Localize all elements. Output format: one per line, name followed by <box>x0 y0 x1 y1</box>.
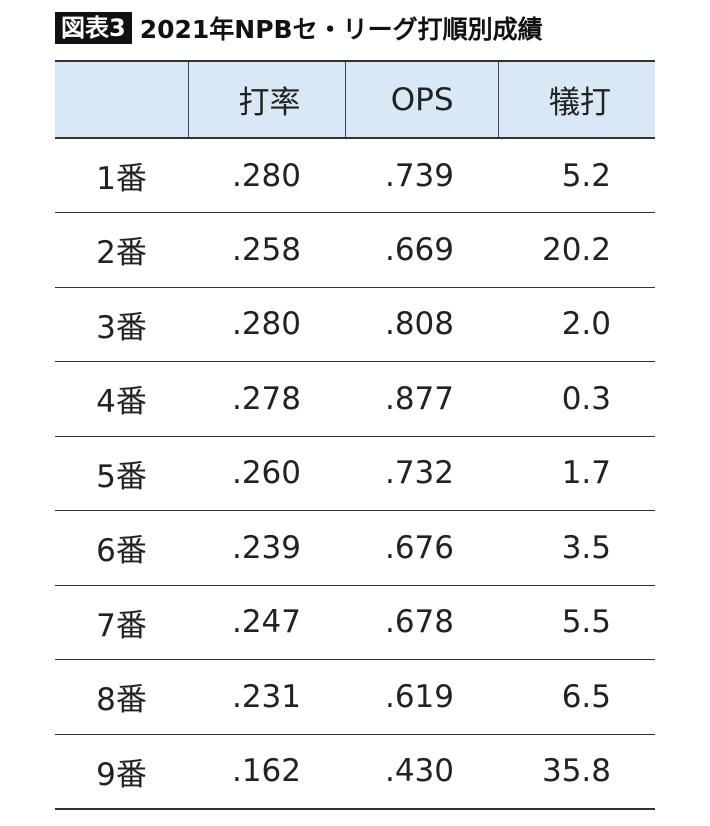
cell: 5.5 <box>561 604 611 641</box>
table-row: 7番 .247 .678 5.5 <box>55 585 655 660</box>
table-row: 5番 .260 .732 1.7 <box>55 436 655 511</box>
cell: .877 <box>384 380 454 417</box>
cell: .619 <box>384 678 454 715</box>
column-header: 犠打 <box>497 60 655 139</box>
figure-title: 2021年NPBセ・リーグ打順別成績 <box>139 15 543 44</box>
cell: 2.0 <box>561 306 611 343</box>
table-row: 6番 .239 .676 3.5 <box>55 511 655 585</box>
cell: 35.8 <box>541 753 611 789</box>
header-row: 打率 OPS 犠打 <box>55 60 655 139</box>
corner-cell <box>55 60 188 139</box>
figure-badge: 図表3 <box>55 12 132 44</box>
row-label: 4番 <box>96 384 147 421</box>
table-row: 3番 .280 .808 2.0 <box>55 287 655 362</box>
table-row: 2番 .258 .669 20.2 <box>55 213 655 287</box>
column-header: 打率 <box>187 60 345 139</box>
row-label: 6番 <box>96 533 147 570</box>
cell: .260 <box>231 455 301 492</box>
cell: .669 <box>384 231 454 268</box>
cell: 1.7 <box>561 455 611 492</box>
cell: 6.5 <box>561 678 611 715</box>
row-label: 8番 <box>96 682 147 719</box>
cell: 3.5 <box>561 529 611 566</box>
cell: .676 <box>384 529 454 566</box>
row-label: 5番 <box>96 458 147 495</box>
table-row: 1番 .280 .739 5.2 <box>55 138 655 213</box>
cell: 20.2 <box>541 231 611 268</box>
row-label: 1番 <box>96 161 147 197</box>
cell: .239 <box>231 529 301 566</box>
cell: .739 <box>384 157 454 194</box>
cell: .258 <box>231 231 301 268</box>
row-label: 2番 <box>96 235 147 272</box>
row-label: 9番 <box>96 756 147 793</box>
row-label: 7番 <box>96 607 147 644</box>
cell: .678 <box>384 604 454 641</box>
table-row: 8番 .231 .619 6.5 <box>55 660 655 734</box>
cell: .162 <box>231 753 301 789</box>
cell: .231 <box>231 678 301 715</box>
cell: .808 <box>384 306 454 343</box>
cell: .280 <box>231 157 301 194</box>
table-row: 9番 .162 .430 35.8 <box>55 734 655 809</box>
cell: 5.2 <box>561 157 611 194</box>
header: 図表3 2021年NPBセ・リーグ打順別成績 <box>55 12 543 44</box>
row-label: 3番 <box>96 309 147 346</box>
column-header: OPS <box>344 60 498 139</box>
cell: .278 <box>231 380 301 417</box>
cell: .732 <box>384 455 454 492</box>
cell: .247 <box>231 604 301 641</box>
cell: .280 <box>231 306 301 343</box>
table-row: 4番 .278 .877 0.3 <box>55 362 655 436</box>
cell: 0.3 <box>561 380 611 417</box>
cell: .430 <box>384 753 454 789</box>
stats-table: 打率 OPS 犠打 1番 .280 .739 5.2 2番 .258 .669 20.2 3番 .28… <box>55 60 655 810</box>
table-body: 1番 .280 .739 5.2 2番 .258 .669 20.2 3番 .280 .808 2.0… <box>55 138 655 809</box>
